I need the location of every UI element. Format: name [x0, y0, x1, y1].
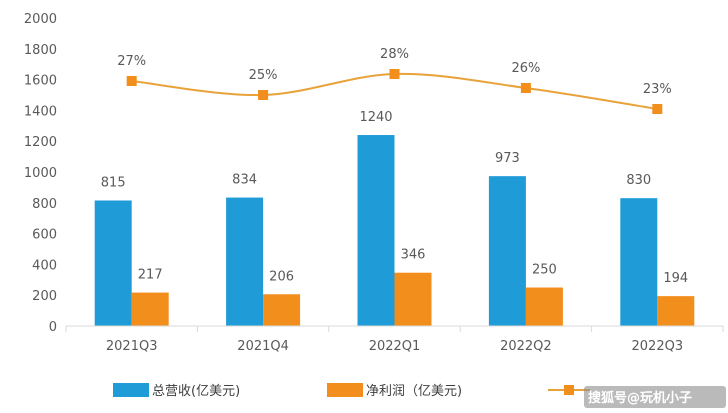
revenue-bar [94, 200, 132, 326]
net-profit-data-label: 250 [532, 263, 557, 278]
revenue-data-label: 834 [232, 173, 257, 188]
y-tick-label: 400 [32, 258, 57, 273]
y-tick-label: 0 [49, 320, 57, 335]
net-profit-bar [131, 292, 169, 326]
margin-data-label: 28% [380, 47, 409, 62]
net-profit-bar [525, 287, 563, 326]
revenue-data-label: 830 [626, 173, 651, 188]
margin-data-label: 26% [511, 61, 540, 76]
revenue-bar [357, 135, 395, 326]
x-tick-label: 2022Q2 [500, 339, 552, 354]
margin-marker [520, 83, 531, 93]
watermark: 搜狐号@玩机小子 [588, 390, 692, 406]
net-profit-bar [657, 296, 695, 326]
legend-swatch-net-profit [327, 383, 363, 397]
legend-label-revenue: 总营收(亿美元) [152, 384, 240, 399]
legend-swatch-revenue [113, 383, 149, 397]
margin-data-label: 25% [249, 68, 278, 83]
y-tick-label: 800 [32, 197, 57, 212]
revenue-data-label: 815 [101, 175, 126, 190]
x-tick-label: 2022Q3 [632, 339, 684, 354]
margin-marker [126, 76, 137, 86]
margin-marker [652, 104, 663, 114]
line-series: 27% 25% 28% 26% 23% [117, 47, 672, 114]
margin-data-label: 23% [643, 82, 672, 97]
net-profit-data-label: 217 [138, 268, 163, 283]
revenue-data-label: 1240 [359, 110, 392, 125]
y-tick-label: 1600 [24, 74, 57, 89]
legend-label-net-profit: 净利润（亿美元) [366, 384, 462, 399]
revenue-bar [620, 198, 658, 326]
y-tick-label: 2000 [24, 12, 57, 27]
y-tick-label: 1800 [24, 43, 57, 58]
x-axis: 2021Q3 2021Q4 2022Q1 2022Q2 2022Q3 [65, 325, 724, 354]
margin-marker [258, 90, 269, 100]
watermark-backdrop [584, 386, 726, 408]
y-tick-label: 200 [32, 289, 57, 304]
revenue-data-label: 973 [495, 151, 520, 166]
net-profit-data-label: 194 [663, 271, 688, 286]
bars: 815 834 1240 973 830 217 206 346 250 194 [94, 110, 695, 326]
net-profit-data-label: 346 [401, 248, 426, 263]
y-axis: 0 200 400 600 800 1000 1200 1400 1600 1800 2000 [24, 12, 57, 335]
y-tick-label: 1000 [24, 166, 57, 181]
x-tick-label: 2022Q1 [369, 339, 421, 354]
y-tick-label: 600 [32, 228, 57, 243]
revenue-bar [488, 176, 526, 326]
net-profit-bar [394, 272, 432, 326]
margin-line [131, 72, 658, 110]
y-tick-label: 1200 [24, 135, 57, 150]
y-tick-label: 1400 [24, 104, 57, 119]
legend: 总营收(亿美元) 净利润（亿美元) [113, 383, 590, 399]
x-tick-label: 2021Q3 [106, 339, 158, 354]
margin-marker [389, 69, 400, 79]
margin-data-label: 27% [117, 54, 146, 69]
legend-marker-margin [564, 385, 574, 395]
revenue-bar [226, 197, 264, 326]
net-profit-bar [263, 294, 301, 326]
x-tick-label: 2021Q4 [237, 339, 289, 354]
net-profit-data-label: 206 [269, 269, 294, 284]
